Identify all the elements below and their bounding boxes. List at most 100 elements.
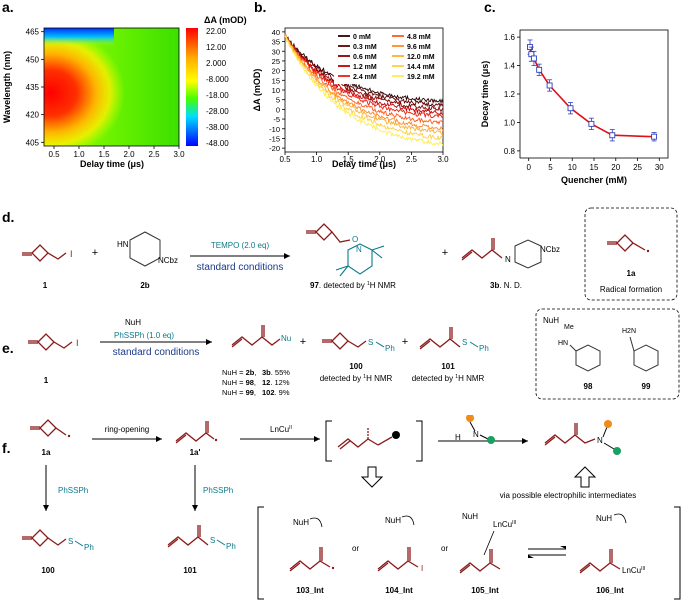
legend-entry: 2.4 mM (353, 74, 377, 81)
panel-label-f: f. (2, 440, 11, 456)
standard-conditions: standard conditions (197, 262, 284, 273)
legend-bg (334, 30, 442, 84)
kinetics-series (284, 33, 444, 146)
kinetics-series-line (284, 34, 444, 108)
nuh-box-title: NuH (543, 316, 559, 325)
panel-label-b: b. (254, 0, 266, 15)
legend-entry: 12.0 mM (407, 54, 435, 61)
decay-x-tick-label: 5 (548, 163, 553, 172)
nuh-106: NuH (596, 514, 612, 523)
lncu-ii-label: LnCuII (270, 425, 292, 434)
product-100-structure (322, 332, 367, 350)
down-hollow-arrow (360, 466, 384, 488)
heatmap-x-tick-label: 2.5 (148, 150, 160, 159)
plus-sign-2: + (442, 247, 448, 259)
via-electrophilic-label: via possible electrophilic intermediates (500, 491, 637, 500)
piperazine-structure (129, 231, 161, 267)
legend-entry: 4.8 mM (407, 34, 431, 41)
product-97-structure (306, 223, 351, 243)
kinetics-x-tick-label: 0.5 (279, 155, 291, 164)
kinetics-series-line (284, 34, 444, 104)
legend-entry: 19.2 mM (407, 74, 435, 81)
decay-y-tick-label: 1.6 (504, 33, 516, 42)
decay-data-point (567, 105, 574, 112)
piperazine-3b (514, 239, 542, 269)
kinetics-legend: 0 mM 0.3 mM 0.6 mM 1.2 mM 2.4 mM 4.8 mM 9.6 mM… (334, 30, 442, 84)
phssph-right: PhSSPh (203, 486, 233, 495)
kinetics-y-tick-label: 5 (276, 96, 280, 105)
legend-entry: 9.6 mM (407, 44, 431, 51)
heatmap-y-ticks: 465 450 435 420 405 (26, 28, 44, 147)
panel-a: a. 0.5 1.0 1.5 2.0 2.5 3.0 465 450 435 420 405 De… (0, 0, 260, 170)
kinetics-y-tick-label: 25 (272, 57, 280, 66)
label-1a: 1a (42, 448, 51, 457)
kinetics-y-tick-label: -10 (269, 125, 280, 134)
panel-b: b. 0.5 1.0 1.5 2.0 2.5 3.0 40 35 30 25 20 15 10 5 0 -5… (252, 0, 462, 170)
orange-substituent-product (604, 420, 612, 428)
s-label-101: S (462, 338, 467, 347)
plus-sign-e1: + (300, 336, 306, 348)
int-105-label: 105_Int (471, 586, 499, 595)
colorbar-label: ΔA (mOD) (204, 15, 247, 25)
compound-98-label: 98 (584, 382, 593, 391)
heatmap-x-tick-label: 2.0 (123, 150, 135, 159)
ring-opening-label: ring-opening (105, 425, 149, 434)
decay-y-tick-label: 0.8 (504, 147, 516, 156)
product-101-f-label: 101 (183, 566, 197, 575)
int-104-structure (377, 547, 419, 572)
colorbar-tick-label: 2.000 (206, 59, 227, 68)
scheme-e: e. I 1 NuH PhSSPh (1.0 eq) standard cond… (2, 308, 680, 400)
decay-y-tick-label: 1.0 (504, 118, 516, 127)
plus-sign-e2: + (402, 336, 408, 348)
phssph-left: PhSSPh (58, 486, 88, 495)
decay-data-point (588, 120, 595, 127)
radical-1a-label: 1a (627, 269, 636, 278)
heatmap-y-tick-label: 405 (26, 138, 40, 147)
iodo-label-e: I (76, 338, 79, 348)
yield-row: NuH = 2b, 3b. 55% (222, 368, 290, 377)
int-105-structure (459, 549, 501, 574)
compound-99-label: 99 (642, 382, 651, 391)
tempo-reagent: TEMPO (2.0 eq) (211, 241, 270, 250)
heatmap-x-tick-label: 3.0 (173, 150, 185, 159)
decay-x-ticks: 0 5 10 15 20 25 30 (526, 158, 664, 172)
decay-data-point (536, 66, 543, 73)
yield-row: NuH = 99, 102. 9% (222, 388, 290, 397)
lncu-iii-105: LnCuIII (493, 520, 516, 529)
s-label-100: S (368, 338, 373, 347)
heatmap-x-tick-label: 0.5 (48, 150, 60, 159)
decay-x-tick-label: 30 (655, 163, 664, 172)
heatmap-x-ticks: 0.5 1.0 1.5 2.0 2.5 3.0 (48, 146, 185, 159)
heatmap-x-tick-label: 1.0 (73, 150, 85, 159)
kinetics-y-tick-label: 35 (272, 38, 280, 47)
kinetics-y-tick-label: 15 (272, 76, 280, 85)
decay-data-point (530, 55, 537, 62)
colorbar (186, 28, 198, 146)
heatmap-y-tick-label: 450 (26, 55, 40, 64)
tempo-n: N (356, 245, 362, 254)
colorbar-tick-label: -18.00 (206, 91, 229, 100)
legend-entry: 0 mM (353, 34, 371, 41)
copper-dot (392, 431, 400, 439)
n-label-product: N (597, 436, 603, 445)
kinetics-y-tick-label: 10 (272, 86, 280, 95)
panel-label-c: c. (484, 0, 496, 15)
decay-y-tick-label: 1.4 (504, 62, 516, 71)
kinetics-series-line (284, 35, 444, 141)
colorbar-tick-label: -8.000 (206, 75, 229, 84)
kinetics-y-tick-label: 40 (272, 28, 280, 37)
product-100-f (22, 529, 67, 547)
decay-data-point (546, 82, 553, 89)
scheme-d: d. I 1 + HN NCbz 2b TEMPO (2.0 eq) stand… (2, 207, 678, 301)
ncbz-label: NCbz (158, 256, 178, 265)
colorbar-tick-label: 22.00 (206, 27, 227, 36)
panel-e: e. I 1 NuH PhSSPh (1.0 eq) standard cond… (0, 305, 685, 405)
legend-entry: 0.3 mM (353, 44, 377, 51)
ph-label-f101: Ph (226, 542, 236, 551)
int-106-label: 106_Int (596, 586, 624, 595)
product-100-detected: detected by 1H NMR (320, 374, 393, 383)
or-label-1: or (352, 544, 359, 553)
kinetics-x-tick-label: 1.0 (311, 155, 323, 164)
product-101-f (167, 525, 209, 548)
